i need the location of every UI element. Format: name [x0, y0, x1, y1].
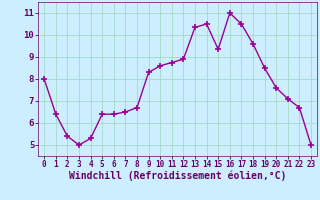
X-axis label: Windchill (Refroidissement éolien,°C): Windchill (Refroidissement éolien,°C): [69, 171, 286, 181]
